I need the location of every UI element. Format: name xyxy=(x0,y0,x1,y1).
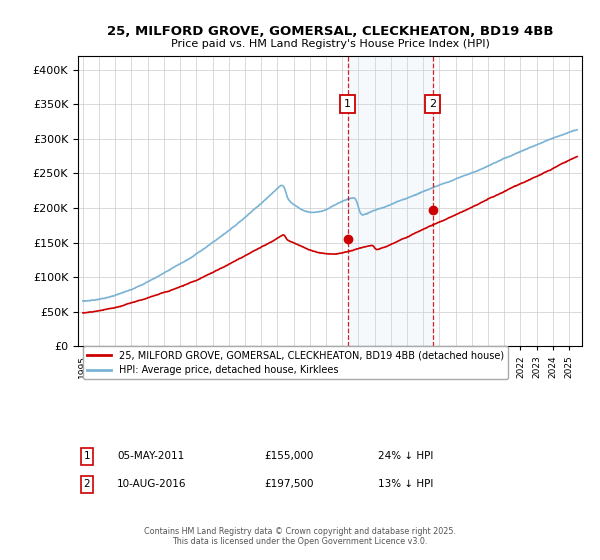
Text: 05-MAY-2011: 05-MAY-2011 xyxy=(117,451,184,461)
Legend: 25, MILFORD GROVE, GOMERSAL, CLECKHEATON, BD19 4BB (detached house), HPI: Averag: 25, MILFORD GROVE, GOMERSAL, CLECKHEATON… xyxy=(83,347,508,379)
Text: 1: 1 xyxy=(83,451,91,461)
Text: 2: 2 xyxy=(83,479,91,489)
Text: Price paid vs. HM Land Registry's House Price Index (HPI): Price paid vs. HM Land Registry's House … xyxy=(170,39,490,49)
Text: 25, MILFORD GROVE, GOMERSAL, CLECKHEATON, BD19 4BB: 25, MILFORD GROVE, GOMERSAL, CLECKHEATON… xyxy=(107,25,553,38)
Text: 2: 2 xyxy=(430,99,436,109)
Text: 13% ↓ HPI: 13% ↓ HPI xyxy=(378,479,433,489)
Text: £197,500: £197,500 xyxy=(264,479,314,489)
Text: 10-AUG-2016: 10-AUG-2016 xyxy=(117,479,187,489)
Bar xyxy=(348,56,433,346)
Text: 1: 1 xyxy=(344,99,352,109)
Text: 24% ↓ HPI: 24% ↓ HPI xyxy=(378,451,433,461)
Text: £155,000: £155,000 xyxy=(264,451,313,461)
Text: Contains HM Land Registry data © Crown copyright and database right 2025.
This d: Contains HM Land Registry data © Crown c… xyxy=(144,526,456,546)
